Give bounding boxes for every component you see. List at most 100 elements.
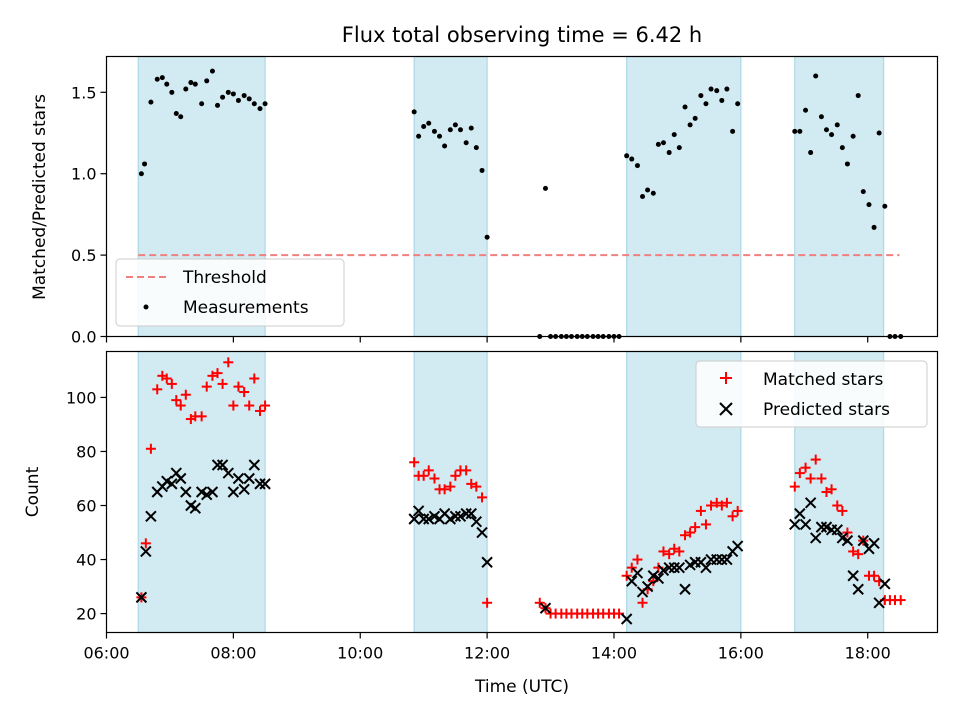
measurement-point [426, 120, 432, 126]
matched-star-point [450, 470, 461, 481]
predicted-star-point [847, 570, 859, 582]
x-tick-label: 06:00 [83, 644, 129, 663]
matched-star-point [429, 473, 440, 484]
measurement-point [183, 86, 189, 92]
predicted-star-point [243, 472, 255, 485]
matched-star-point [461, 465, 472, 476]
measurement-point [803, 107, 809, 113]
predicted-star-point [663, 561, 675, 574]
matched-star-point [700, 519, 711, 530]
measurement-point [437, 133, 443, 139]
measurement-point [860, 189, 866, 195]
predicted-star-point [815, 521, 828, 533]
predicted-star-point [254, 478, 266, 490]
measurements-legend-label: Measurements [183, 298, 309, 318]
matched-star-point [482, 597, 493, 608]
matched-star-point [842, 527, 853, 538]
matched-star-point [223, 357, 234, 368]
matched-star-point [869, 570, 880, 581]
measurement-point [473, 145, 479, 151]
measurement-point [624, 153, 630, 159]
ratio-y-tick-label: 0.0 [71, 328, 96, 347]
predicted-star-point [211, 459, 224, 471]
predicted-star-point [408, 513, 420, 525]
count-y-label: Count [23, 466, 43, 517]
ratio-shaded-band-1 [413, 55, 488, 338]
measurement-point [834, 122, 840, 128]
matched-star-point [161, 373, 172, 384]
predicted-star-point [620, 613, 633, 625]
ratio-legend: Threshold Measurements [115, 258, 345, 327]
measurement-point [687, 122, 693, 128]
matched-star-point [207, 370, 218, 381]
ratio-marks [138, 68, 904, 339]
ratio-y-axis: 0.0 0.5 1.0 1.5 [71, 83, 107, 347]
measurement-point [142, 161, 148, 167]
matched-star-point [626, 562, 637, 573]
matched-star-point [789, 481, 800, 492]
matched-star-point [732, 505, 743, 516]
predicted-star-point [238, 483, 250, 496]
measurement-point [164, 81, 170, 87]
matched-star-point [212, 368, 223, 379]
predicted-star-point [852, 583, 864, 595]
count-x-axis: 06:00 08:00 10:00 12:00 14:00 16:00 18:00 [83, 632, 891, 663]
measurement-point [138, 171, 144, 177]
matched-star-point [810, 454, 821, 465]
measurement-point [230, 91, 236, 97]
measurement-point [650, 190, 656, 196]
predicted-star-point [857, 534, 869, 547]
matched-star-point [145, 443, 156, 454]
measurement-point [416, 133, 422, 139]
matched-star-point [175, 400, 186, 411]
measurement-point [442, 143, 448, 149]
measurement-point [542, 185, 548, 191]
matched-star-point [853, 549, 864, 560]
measurement-point [818, 114, 824, 120]
predicted-star-point [140, 545, 152, 558]
ratio-shaded-band-3 [794, 55, 885, 338]
measurement-point [204, 78, 210, 84]
predicted-star-point [804, 497, 817, 509]
matched-star-point [674, 546, 685, 557]
matched-star-point [690, 522, 701, 533]
matched-star-point [805, 473, 816, 484]
measurement-point [199, 101, 205, 107]
measurement-point [813, 73, 819, 79]
matched-star-point [664, 549, 675, 560]
measurement-point [479, 167, 485, 173]
x-tick-label: 12:00 [464, 644, 510, 663]
count-plot-frame [105, 350, 939, 634]
matched-star-point [152, 384, 163, 395]
matched-star-point [201, 381, 212, 392]
matched-star-point [695, 505, 706, 516]
measurement-point [866, 202, 872, 208]
ratio-legend-box [115, 258, 345, 327]
measurement-point [698, 93, 704, 99]
predicted-star-point [652, 572, 665, 585]
predicted-star-point [232, 472, 245, 485]
measurement-point [666, 150, 672, 156]
predicted-star-point [657, 564, 670, 577]
predicted-star-point [216, 459, 229, 471]
predicted-star-point [799, 518, 812, 531]
measurement-point [882, 203, 888, 209]
measurement-point [839, 145, 845, 151]
count-marks [135, 357, 906, 625]
predicted-star-point [879, 578, 891, 590]
matched-star-point [727, 511, 738, 522]
measurement-point [655, 141, 661, 147]
predicted-star-point [423, 513, 435, 525]
predicted-star-point [206, 486, 219, 498]
matched-star-point [439, 484, 450, 495]
matched-star-point [249, 373, 260, 384]
predicted-star-point [189, 502, 202, 514]
measurement-point [431, 128, 437, 134]
matched-star-point [466, 478, 477, 489]
measurement-point [192, 81, 198, 87]
measurement-point [463, 140, 469, 146]
measurement-point [640, 194, 646, 199]
predicted-star-point [166, 478, 178, 490]
measurement-point [457, 127, 463, 133]
matched-star-point [821, 487, 832, 497]
